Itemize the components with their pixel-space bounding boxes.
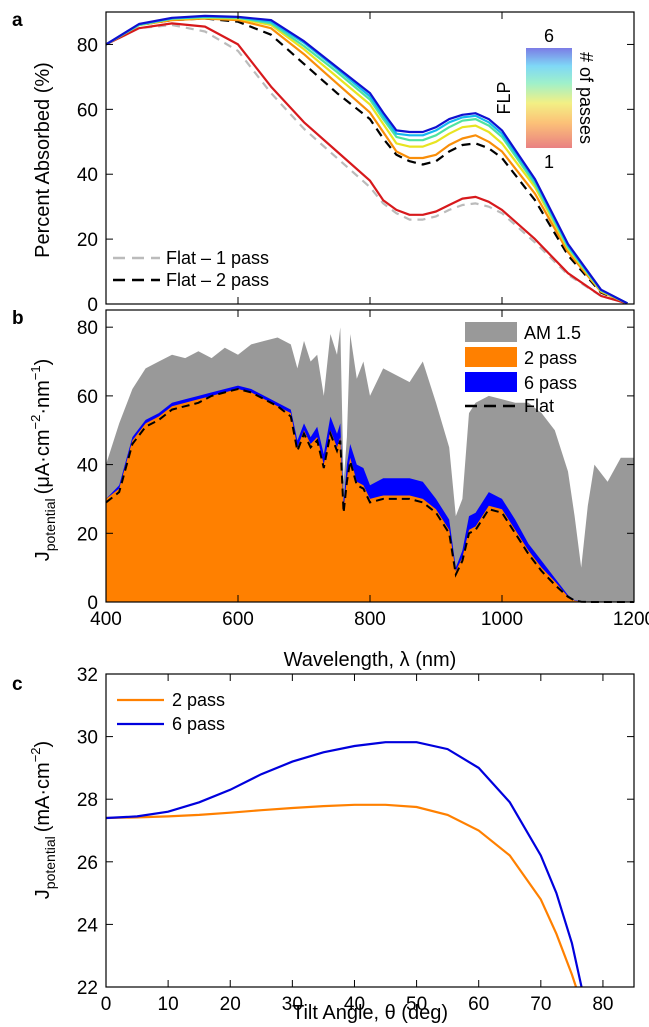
panel-a-legend: Flat – 1 pass Flat – 2 pass bbox=[113, 248, 269, 290]
y-tick-label: 60 bbox=[77, 387, 98, 408]
legend-c-6pass-label: 6 pass bbox=[172, 714, 225, 734]
y-tick-label: 0 bbox=[87, 295, 98, 316]
panel-c: c Jpotential(mA·cm−2) 22 24 26 28 30 32 0 10 20 3… bbox=[12, 665, 635, 1024]
x-tick-label: 30 bbox=[282, 994, 303, 1015]
panel-a-ylabel: Percent Absorbed (%) bbox=[32, 62, 54, 258]
x-tick-label: 40 bbox=[344, 994, 365, 1015]
panel-a-frame bbox=[105, 11, 635, 305]
colorbar-flp-label: FLP bbox=[494, 81, 514, 114]
x-tick-label: 20 bbox=[220, 994, 241, 1015]
x-tick-label: 80 bbox=[592, 994, 613, 1015]
x-tick-label: 1000 bbox=[481, 609, 523, 630]
panel-b-plot: 0 20 40 60 80 400 600 800 1000 1200 bbox=[77, 310, 649, 630]
y-tick-label: 80 bbox=[77, 35, 98, 56]
panel-b-label: b bbox=[12, 308, 24, 329]
legend-6pass-swatch bbox=[465, 372, 517, 392]
panel-a: a Percent Absorbed (%) 0 20 40 60 80 6 1 FLP… bbox=[12, 10, 635, 316]
x-tick-label: 50 bbox=[406, 994, 427, 1015]
y-tick-label: 32 bbox=[77, 665, 98, 686]
y-tick-label: 26 bbox=[77, 853, 98, 874]
y-tick-label: 80 bbox=[77, 318, 98, 339]
series-flat-1-pass bbox=[105, 23, 628, 305]
panel-c-frame bbox=[105, 673, 635, 988]
y-tick-label: 40 bbox=[77, 456, 98, 477]
x-tick-label: 400 bbox=[90, 609, 122, 630]
x-tick-label: 600 bbox=[222, 609, 254, 630]
panel-b-xlabel: Wavelength, λ (nm) bbox=[284, 649, 457, 671]
colorbar-bottom-label: 1 bbox=[544, 152, 554, 172]
panel-c-plot: 22 24 26 28 30 32 0 10 20 30 40 50 60 70 80 bbox=[77, 665, 634, 1015]
y-tick-label: 28 bbox=[77, 790, 98, 811]
y-tick-label: 20 bbox=[77, 230, 98, 251]
x-tick-label: 800 bbox=[354, 609, 386, 630]
x-tick-label: 60 bbox=[468, 994, 489, 1015]
legend-flat-2pass-label: Flat – 2 pass bbox=[166, 270, 269, 290]
series-flp-line-7 bbox=[105, 14, 628, 305]
panel-c-legend: 2 pass 6 pass bbox=[117, 690, 225, 734]
y-tick-label: 40 bbox=[77, 165, 98, 186]
y-tick-label: 60 bbox=[77, 100, 98, 121]
panel-b-ylabel: Jpotential(μA·cm−2·nm−1) bbox=[28, 359, 58, 562]
x-tick-label: 1200 bbox=[613, 609, 649, 630]
series-flp-line-2 bbox=[105, 22, 628, 305]
y-tick-label: 20 bbox=[77, 524, 98, 545]
colorbar-passes-label: # of passes bbox=[576, 52, 596, 144]
series-2-pass bbox=[106, 803, 578, 987]
x-tick-label: 70 bbox=[530, 994, 551, 1015]
panel-c-ylabel: Jpotential(mA·cm−2) bbox=[28, 741, 58, 899]
legend-am15-label: AM 1.5 bbox=[524, 323, 581, 343]
y-tick-label: 22 bbox=[77, 978, 98, 999]
panel-b: b Jpotential(μA·cm−2·nm−1) 0 20 40 60 80 400 6… bbox=[12, 308, 649, 671]
series-6-pass bbox=[106, 741, 583, 987]
panel-c-label: c bbox=[12, 674, 23, 695]
legend-2pass-label: 2 pass bbox=[524, 348, 577, 368]
series-2-pass bbox=[106, 389, 634, 602]
x-tick-label: 0 bbox=[101, 994, 112, 1015]
y-tick-label: 30 bbox=[77, 728, 98, 749]
legend-c-2pass-label: 2 pass bbox=[172, 690, 225, 710]
panel-b-legend: AM 1.5 2 pass 6 pass Flat bbox=[465, 322, 581, 416]
legend-am15-swatch bbox=[465, 322, 517, 342]
legend-6pass-label: 6 pass bbox=[524, 373, 577, 393]
colorbar-gradient bbox=[526, 48, 572, 148]
legend-flat-label: Flat bbox=[524, 396, 554, 416]
series-flp-line-3 bbox=[105, 17, 628, 305]
panel-c-xlabel: Tilt Angle, θ (deg) bbox=[292, 1002, 448, 1024]
x-tick-label: 10 bbox=[158, 994, 179, 1015]
legend-flat-1pass-label: Flat – 1 pass bbox=[166, 248, 269, 268]
panel-a-label: a bbox=[12, 10, 23, 31]
colorbar-top-label: 6 bbox=[544, 26, 554, 46]
series-flat bbox=[105, 387, 634, 603]
y-tick-label: 24 bbox=[77, 915, 99, 936]
y-tick-label: 0 bbox=[87, 593, 98, 614]
panel-a-colorbar: 6 1 FLP # of passes bbox=[494, 26, 596, 172]
legend-2pass-swatch bbox=[465, 347, 517, 367]
panel-a-plot: 0 20 40 60 80 bbox=[77, 12, 635, 316]
panel-b-frame bbox=[105, 309, 635, 603]
